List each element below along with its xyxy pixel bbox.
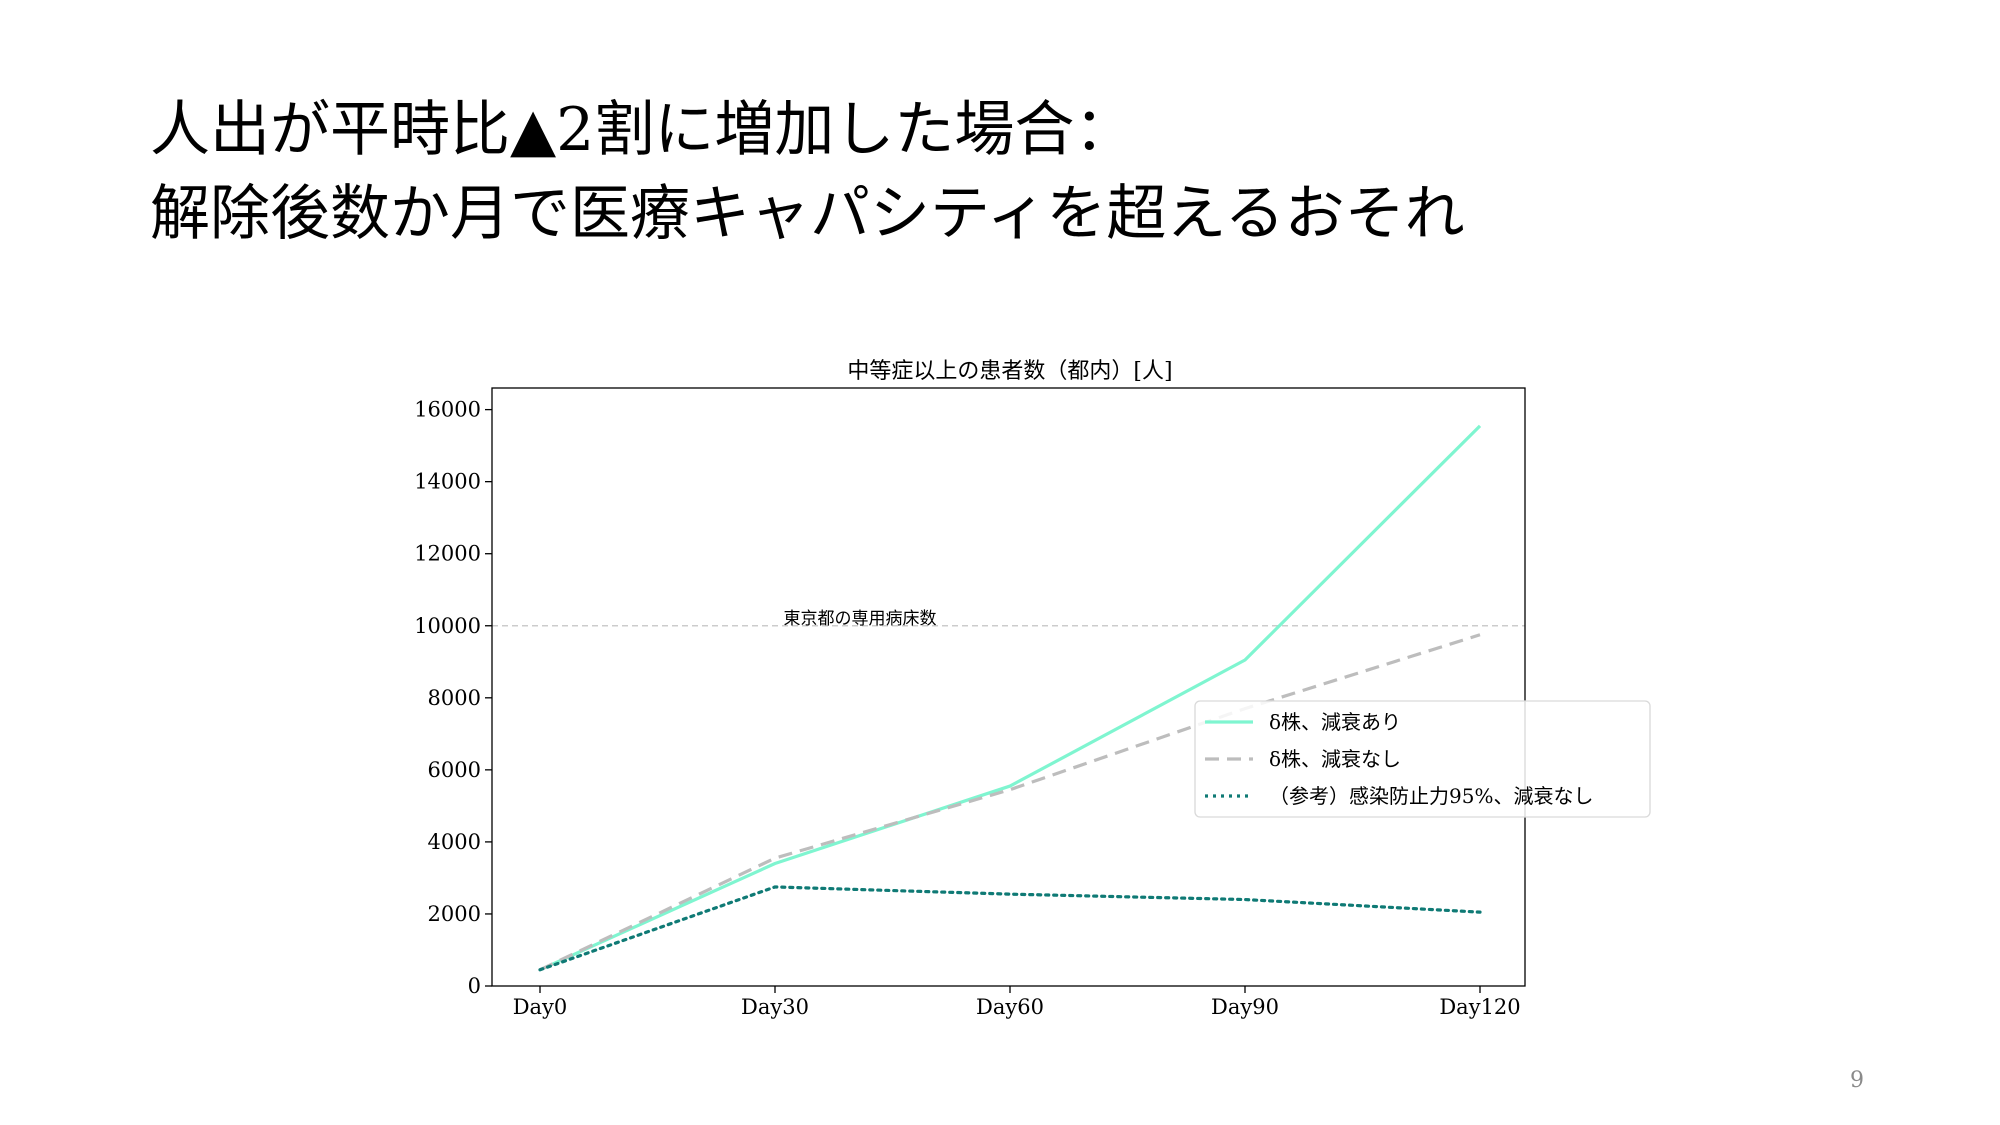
series-group [538,424,1482,972]
y-tick-label: 0 [468,974,481,998]
slide-title-line1: 人出が平時比▲2割に増加した場合： [150,95,1135,165]
reference-line-label: 東京都の専用病床数 [784,609,937,629]
y-tick-label: 4000 [428,830,481,854]
series-line-1 [539,424,1482,972]
legend-label: （参考）感染防止力95%、減衰なし [1269,784,1593,808]
y-tick-label: 6000 [428,758,481,782]
y-tick-label: 14000 [414,470,481,494]
x-tick-label: Day90 [1211,995,1279,1019]
x-axis: Day0 Day30 Day60 Day90 Day120 [513,986,1521,1019]
y-axis: 0 2000 4000 6000 8000 10000 12000 14000 16000 [414,398,492,998]
y-tick-label: 10000 [414,614,481,638]
x-tick-label: Day120 [1439,995,1520,1019]
y-tick-label: 8000 [428,686,481,710]
page-number: 9 [1850,1068,1864,1093]
legend: δ株、減衰あり δ株、減衰なし （参考）感染防止力95%、減衰なし [1194,700,1651,818]
y-tick-label: 2000 [428,902,481,926]
slide-title-line2: 解除後数か月で医療キャパシティを超えるおそれ [150,179,1465,249]
reference-line-group: 東京都の専用病床数 [492,609,1525,629]
y-tick-label: 12000 [414,542,481,566]
series-line-3 [538,885,1482,972]
legend-label: δ株、減衰なし [1269,747,1401,771]
legend-label: δ株、減衰あり [1269,710,1401,734]
plot-area-frame [491,387,1526,987]
slide-title: 人出が平時比▲2割に増加した場合： 解除後数か月で医療キャパシティを超えるおそれ [150,88,1465,256]
chart-title: 中等症以上の患者数（都内）[人] [847,359,1172,384]
y-tick-label: 16000 [414,398,481,422]
x-tick-label: Day60 [976,995,1044,1019]
x-tick-label: Day30 [741,995,809,1019]
legend-box [1194,700,1651,818]
x-tick-label: Day0 [513,995,568,1019]
